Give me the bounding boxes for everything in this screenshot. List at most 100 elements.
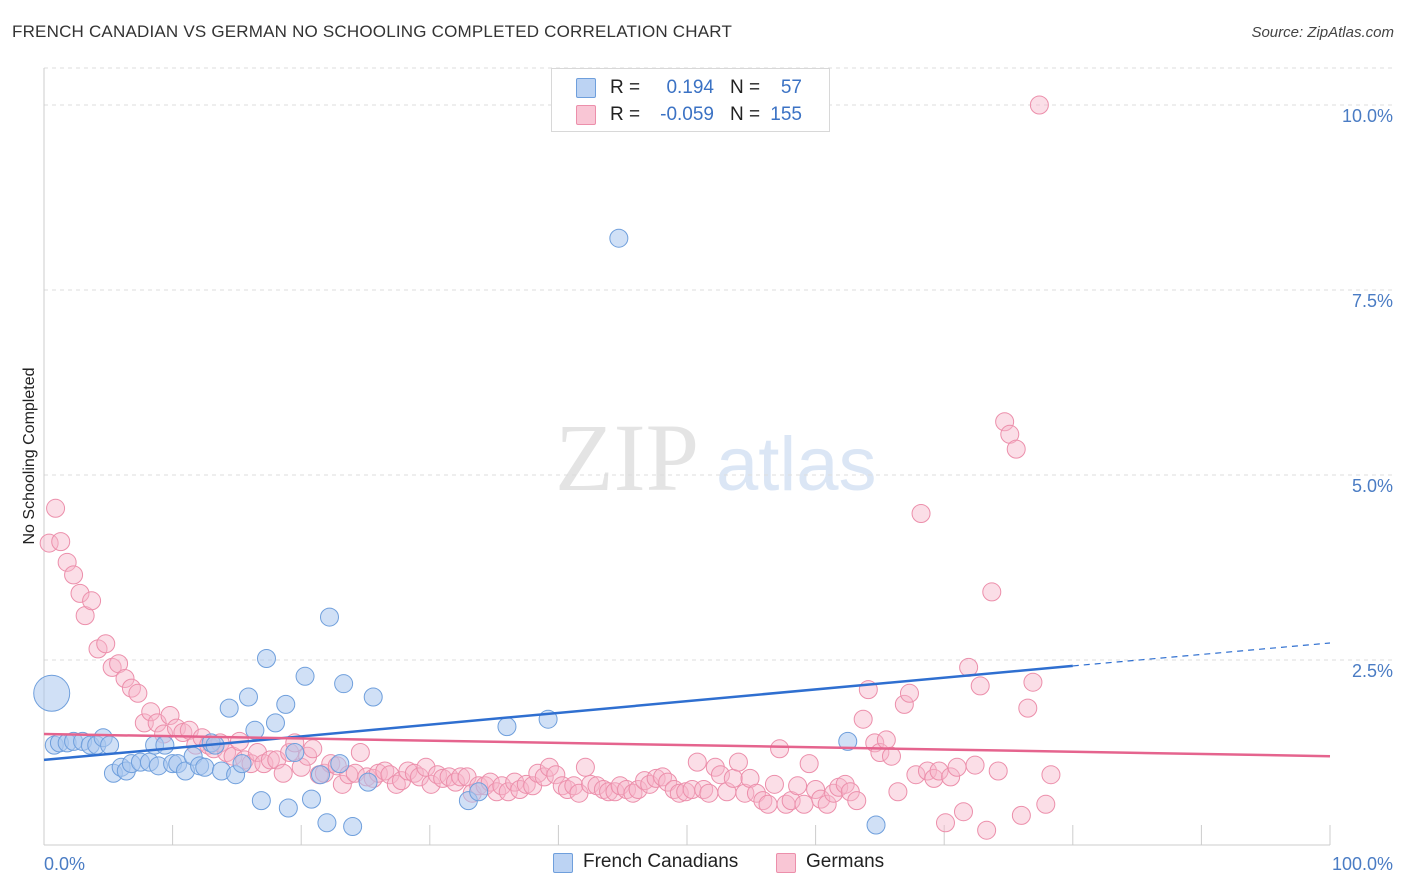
germans-point: [687, 752, 707, 772]
germans-point: [254, 754, 274, 774]
trend-lines: [43, 642, 1331, 762]
germans-point: [906, 765, 926, 785]
bottom-legend-label: Germans: [806, 851, 885, 872]
french-canadians-trend-extension: [1072, 642, 1331, 667]
french-canadians-point: [155, 735, 175, 755]
y-tick-label: 5.0%: [1352, 476, 1393, 496]
germans-point: [386, 774, 406, 794]
germans-point: [899, 683, 919, 703]
germans-point: [1023, 672, 1043, 692]
french-canadians-point: [278, 798, 298, 818]
legend-n-value: 155: [770, 104, 802, 125]
germans-point: [853, 709, 873, 729]
germans-point: [658, 772, 678, 792]
x-tick-label-min: 0.0%: [44, 854, 85, 874]
french-canadians-point: [219, 698, 239, 718]
french-canadians-point: [334, 674, 354, 694]
germans-point: [753, 791, 773, 811]
germans-point: [806, 780, 826, 799]
germans-point: [404, 763, 424, 783]
germans-point: [416, 757, 436, 777]
germans-point: [911, 503, 931, 523]
germans-point: [575, 757, 595, 777]
french-canadians-trend: [43, 664, 1073, 762]
germans-point: [623, 783, 643, 803]
french-canadians-point: [100, 735, 120, 755]
germans-point: [653, 767, 673, 787]
french-canadians-point: [295, 666, 315, 686]
bottom-legend-swatch-blue: [553, 853, 573, 873]
legend-r-label: R =: [610, 77, 641, 98]
french-canadians-point: [245, 720, 265, 740]
legend-swatch-pink: [576, 105, 596, 125]
french-canadians-point: [238, 687, 258, 707]
germans-point: [941, 767, 961, 787]
french-canadians-point: [469, 782, 489, 802]
germans-point: [699, 783, 719, 803]
germans-point: [1018, 698, 1038, 718]
watermark-atlas: atlas: [716, 422, 877, 507]
gridlines: [44, 67, 1394, 661]
germans-point: [332, 774, 352, 794]
french-canadians-point: [866, 815, 886, 835]
germans-point: [881, 746, 901, 766]
germans-point: [764, 774, 784, 794]
french-canadians-point: [256, 649, 276, 669]
germans-point: [102, 657, 122, 677]
y-axis-ticks: 2.5% 5.0% 7.5% 10.0%: [1342, 106, 1393, 681]
correlation-legend: R = 0.194 N = 57 R = -0.059 N = 155: [551, 68, 830, 132]
germans-point: [847, 791, 867, 811]
germans-point: [539, 757, 559, 777]
legend-row-germans: R = -0.059 N = 155: [552, 101, 829, 127]
germans-point: [710, 765, 730, 785]
chart-title: FRENCH CANADIAN VS GERMAN NO SCHOOLING C…: [12, 22, 733, 41]
germans-point: [728, 752, 748, 772]
germans-point: [788, 776, 808, 796]
french-canadians-point: [497, 717, 517, 737]
germans-point: [811, 789, 831, 809]
germans-point: [995, 412, 1015, 432]
y-tick-label: 10.0%: [1342, 106, 1393, 126]
germans-point: [635, 771, 655, 791]
germans-point: [121, 678, 141, 698]
germans-point: [534, 767, 554, 787]
germans-point: [82, 591, 102, 611]
germans-point: [516, 774, 536, 794]
french-canadians-point: [251, 791, 271, 811]
germans-point: [894, 694, 914, 714]
germans-point: [350, 743, 370, 762]
french-canadians-point: [838, 731, 858, 751]
germans-point: [510, 780, 530, 799]
x-axis-ticks: [43, 825, 1331, 845]
bottom-legend-label: French Canadians: [583, 851, 739, 872]
germans-point: [982, 582, 1002, 602]
legend-n-label: N =: [730, 77, 761, 98]
germans-point: [96, 634, 116, 654]
germans-point: [1029, 95, 1049, 115]
germans-point: [694, 780, 714, 799]
french-canadians-points: [33, 228, 886, 836]
french-canadians-point: [33, 674, 71, 712]
germans-point: [888, 782, 908, 802]
germans-point: [46, 498, 66, 518]
germans-point: [64, 565, 84, 585]
germans-point: [380, 765, 400, 785]
germans-point: [546, 765, 566, 785]
french-canadians-point: [265, 713, 285, 733]
french-canadians-point: [343, 817, 363, 836]
legend-n-value: 57: [780, 77, 802, 98]
french-canadians-point: [232, 754, 252, 774]
germans-point: [303, 739, 323, 759]
germans-point: [988, 761, 1008, 781]
germans-point: [557, 780, 577, 799]
germans-point: [970, 676, 990, 696]
y-tick-label: 2.5%: [1352, 661, 1393, 681]
germans-point: [646, 768, 666, 788]
french-canadians-point: [330, 754, 350, 774]
germans-point: [1011, 805, 1031, 825]
germans-point: [799, 754, 819, 774]
bottom-legend-swatch-pink: [776, 853, 796, 873]
germans-point: [876, 730, 896, 750]
germans-trend: [43, 732, 1331, 758]
germans-point: [1036, 794, 1056, 814]
